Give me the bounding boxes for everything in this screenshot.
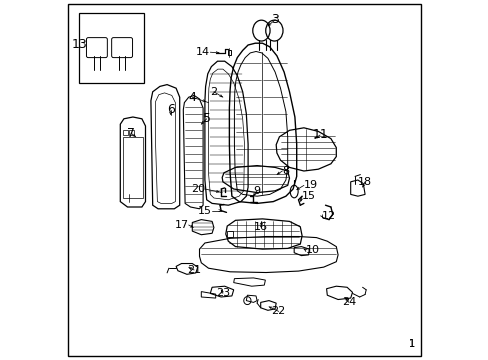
- Text: 11: 11: [311, 129, 327, 141]
- Text: 22: 22: [271, 306, 285, 316]
- Text: 3: 3: [271, 13, 279, 26]
- Text: 16: 16: [253, 222, 267, 232]
- Text: 13: 13: [72, 39, 88, 51]
- Text: 1: 1: [408, 339, 415, 349]
- Text: 4: 4: [188, 91, 196, 104]
- Text: 23: 23: [215, 288, 229, 298]
- Text: 19: 19: [303, 180, 317, 190]
- Text: 17: 17: [174, 220, 188, 230]
- Text: 2: 2: [210, 87, 217, 97]
- Text: 15: 15: [198, 206, 212, 216]
- Text: 8: 8: [282, 166, 289, 176]
- Text: 14: 14: [196, 47, 210, 57]
- Polygon shape: [155, 93, 175, 203]
- Text: 12: 12: [321, 211, 335, 221]
- Text: 10: 10: [305, 245, 319, 255]
- Text: 6: 6: [166, 103, 174, 116]
- Text: 15: 15: [302, 191, 315, 201]
- Text: 21: 21: [186, 265, 201, 275]
- Text: 9: 9: [253, 186, 260, 196]
- Text: 7: 7: [127, 127, 135, 140]
- Text: 18: 18: [357, 177, 371, 187]
- Text: 1: 1: [408, 339, 415, 349]
- Text: 24: 24: [341, 297, 355, 307]
- Text: 20: 20: [190, 184, 204, 194]
- Text: 5: 5: [203, 112, 210, 125]
